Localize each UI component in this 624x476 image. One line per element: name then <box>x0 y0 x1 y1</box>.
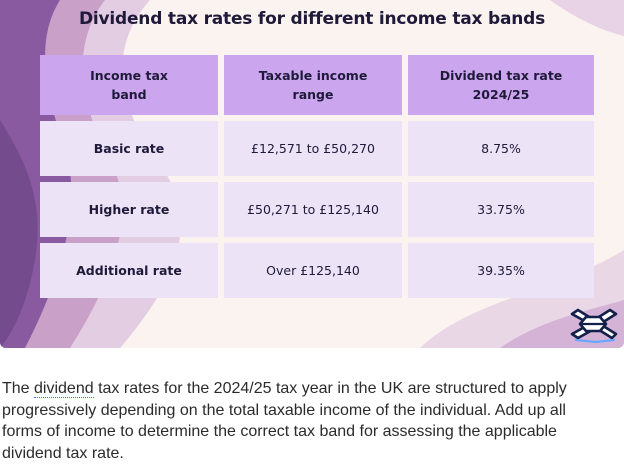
header-cell-band: Income tax band <box>40 55 218 115</box>
article-text: tax rates for the 2024/25 tax year in th… <box>93 380 567 397</box>
table-header-row: Income tax band Taxable income range Div… <box>40 55 594 115</box>
header-text: 2024/25 <box>472 87 530 102</box>
table-row: Higher rate £50,271 to £125,140 33.75% <box>40 182 594 237</box>
rate-cell: 39.35% <box>408 243 594 298</box>
header-cell-range: Taxable income range <box>224 55 402 115</box>
header-text: Taxable income <box>258 68 368 83</box>
tax-rate-table: Income tax band Taxable income range Div… <box>40 55 594 304</box>
infographic-image: Dividend tax rates for different income … <box>0 0 624 348</box>
header-text: band <box>111 87 147 102</box>
article-text: forms of income to determine the correct… <box>2 423 557 440</box>
header-text: range <box>292 87 334 102</box>
article-text: The <box>2 380 35 397</box>
band-cell: Basic rate <box>40 121 218 176</box>
range-cell: Over £125,140 <box>224 243 402 298</box>
range-cell: £12,571 to £50,270 <box>224 121 402 176</box>
article-text: dividend tax rate. <box>2 444 124 462</box>
table-row: Basic rate £12,571 to £50,270 8.75% <box>40 121 594 176</box>
band-cell: Additional rate <box>40 243 218 298</box>
band-cell: Higher rate <box>40 182 218 237</box>
header-text: Dividend tax rate <box>439 68 563 83</box>
article-paragraph: The dividend tax rates for the 2024/25 t… <box>2 378 622 464</box>
article-text: progressively depending on the total tax… <box>2 401 566 419</box>
range-cell: £50,271 to £125,140 <box>224 182 402 237</box>
header-text: Income tax <box>90 68 168 83</box>
brand-logo-icon <box>570 308 618 344</box>
table-row: Additional rate Over £125,140 39.35% <box>40 243 594 298</box>
header-cell-rate: Dividend tax rate 2024/25 <box>408 55 594 115</box>
rate-cell: 8.75% <box>408 121 594 176</box>
rate-cell: 33.75% <box>408 182 594 237</box>
dividend-glossary-link[interactable]: dividend <box>34 380 94 398</box>
infographic-title: Dividend tax rates for different income … <box>78 9 546 29</box>
